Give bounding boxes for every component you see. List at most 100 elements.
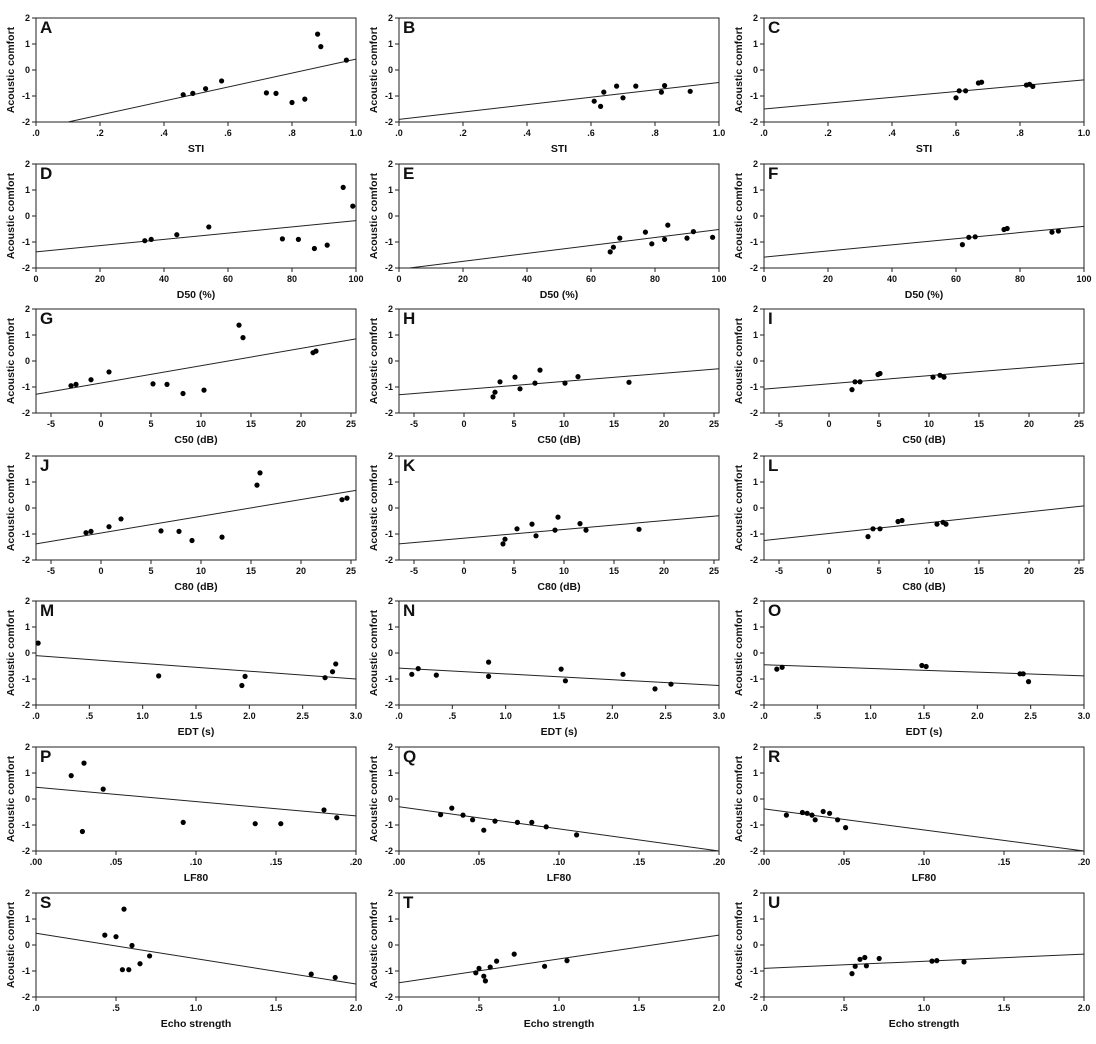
x-axis-label: LF80 (912, 872, 937, 884)
y-tick-label: 2 (25, 451, 30, 461)
data-point (295, 236, 301, 242)
data-point (470, 817, 476, 823)
x-tick-label: .20 (713, 857, 726, 867)
data-point (617, 235, 623, 241)
data-point (870, 526, 876, 532)
x-tick-label: 1.5 (918, 711, 931, 721)
regression-line (764, 505, 1084, 541)
data-point (113, 934, 119, 940)
x-tick-label: 60 (223, 274, 233, 284)
regression-line (764, 79, 1084, 110)
x-tick-label: .0 (32, 1003, 40, 1013)
x-tick-label: 1.0 (499, 711, 512, 721)
panel-s: 2 1 0 -1 -2.0 .5 1.0 1.5 2.0 Echo strength Acousti… (5, 888, 362, 1030)
x-tick-label: 25 (709, 566, 719, 576)
y-tick-label: 2 (388, 304, 393, 314)
x-axis-label: STI (551, 143, 567, 155)
data-point (865, 534, 871, 540)
x-tick-label: -5 (410, 419, 418, 429)
x-tick-label: 15 (609, 566, 619, 576)
x-tick-label: 10 (559, 566, 569, 576)
x-axis-label: Echo strength (889, 1018, 960, 1030)
data-point (164, 381, 170, 387)
data-point (562, 380, 568, 386)
y-tick-label: 2 (25, 304, 30, 314)
plot-frame (398, 17, 720, 123)
x-tick-label: 1.0 (350, 128, 363, 138)
x-tick-label: 10 (924, 566, 934, 576)
x-tick-label: 60 (951, 274, 961, 284)
data-point (783, 812, 790, 818)
y-tick-label: -2 (385, 117, 393, 127)
x-tick-label: .5 (449, 711, 457, 721)
y-axis-label: Acoustic comfort (733, 464, 745, 551)
x-tick-label: -5 (47, 566, 55, 576)
x-tick-label: -5 (775, 566, 783, 576)
data-point (190, 90, 196, 96)
y-tick-label: -1 (22, 966, 30, 976)
data-point (658, 89, 665, 95)
x-tick-label: 5 (148, 419, 153, 429)
data-point (959, 242, 966, 248)
data-point (118, 516, 124, 522)
x-tick-label: 2.0 (1078, 1003, 1091, 1013)
plot-frame (763, 308, 1085, 414)
panel-letter: P (40, 747, 51, 766)
y-axis-label: Acoustic comfort (5, 755, 17, 842)
y-axis-label: Acoustic comfort (733, 26, 745, 113)
plot-frame (35, 455, 357, 561)
y-tick-label: -2 (22, 846, 30, 856)
panel-letter: Q (403, 747, 416, 766)
data-point (156, 673, 162, 679)
x-axis-label: Echo strength (161, 1018, 232, 1030)
data-point (481, 973, 487, 979)
x-tick-label: 20 (823, 274, 833, 284)
x-tick-label: .6 (587, 128, 595, 138)
data-point (106, 369, 112, 375)
y-tick-label: -1 (385, 91, 393, 101)
data-point (626, 379, 632, 385)
panel-m: 2 1 0 -1 -2.0 .5 1.0 1.5 2.0 2.5 3.0 EDT (s) Acousti… (5, 596, 362, 738)
x-tick-label: 1.0 (136, 711, 149, 721)
x-tick-label: 0 (98, 419, 103, 429)
data-point (591, 98, 597, 104)
data-point (257, 470, 263, 476)
x-axis-label: C50 (dB) (174, 434, 217, 446)
data-point (601, 89, 607, 95)
y-tick-label: 1 (25, 914, 30, 924)
y-tick-label: -1 (22, 91, 30, 101)
y-axis-label: Acoustic comfort (733, 901, 745, 988)
y-tick-label: -2 (385, 992, 393, 1002)
y-tick-label: 1 (388, 768, 393, 778)
data-point (502, 536, 508, 542)
y-tick-label: 0 (753, 503, 758, 513)
data-point (849, 387, 855, 393)
y-tick-label: 1 (753, 622, 758, 632)
x-tick-label: 1.5 (633, 1003, 646, 1013)
y-tick-label: 1 (753, 477, 758, 487)
data-point (289, 99, 295, 106)
plot-frame (35, 163, 357, 269)
y-tick-label: -2 (22, 992, 30, 1002)
data-point (598, 103, 604, 109)
data-point (121, 906, 127, 912)
y-tick-label: 0 (388, 211, 393, 221)
data-point (242, 673, 248, 680)
data-point (147, 953, 153, 959)
plot-frame (763, 600, 1085, 706)
panel-o: 2 1 0 -1 -2.0 .5 1.0 1.5 2.0 2.5 3.0 EDT (s) Acousti… (733, 596, 1090, 738)
plot-frame (35, 308, 357, 414)
x-tick-label: 15 (974, 419, 984, 429)
x-tick-label: .2 (459, 128, 467, 138)
x-tick-label: 2.5 (1024, 711, 1037, 721)
y-axis-label: Acoustic comfort (5, 26, 17, 113)
data-point (1020, 671, 1026, 677)
y-tick-label: -2 (385, 846, 393, 856)
x-tick-label: .4 (523, 128, 531, 138)
x-tick-label: 0 (396, 274, 401, 284)
x-tick-label: 5 (511, 419, 516, 429)
x-tick-label: .8 (651, 128, 659, 138)
panel-letter: S (40, 893, 51, 912)
